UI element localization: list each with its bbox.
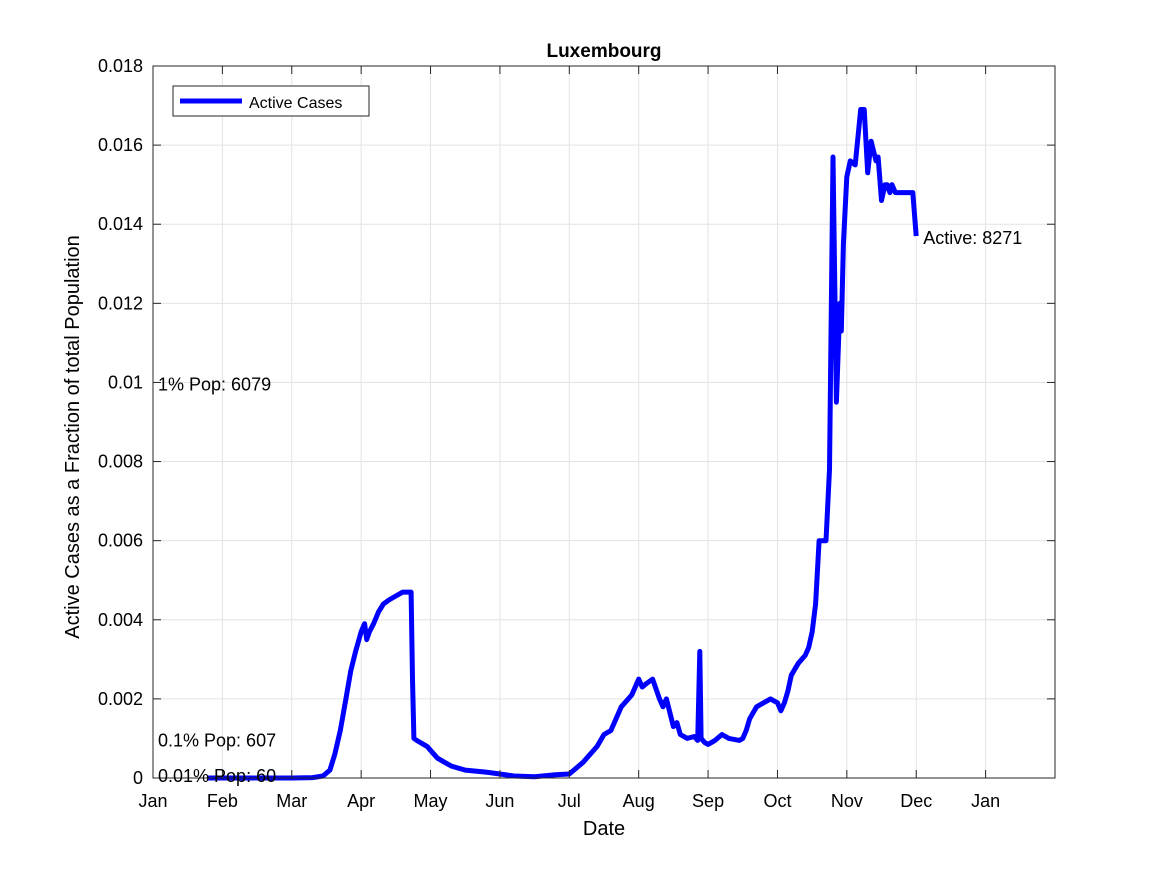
x-axis-label: Date [583,818,625,840]
x-tick-label: Dec [900,791,932,811]
y-tick-label: 0 [133,768,143,788]
x-tick-label: Jun [485,791,514,811]
x-tick-label: Jul [558,791,581,811]
legend-label: Active Cases [249,95,342,112]
chart-title: Luxembourg [546,41,661,62]
y-tick-label: 0.002 [98,689,143,709]
y-tick-label: 0.018 [98,56,143,76]
x-tick-label: Jan [971,791,1000,811]
y-tick-label: 0.014 [98,214,143,234]
x-tick-label: Apr [347,791,375,811]
x-tick-label: Jan [138,791,167,811]
x-tick-label: Oct [763,791,791,811]
annotation-active-count: Active: 8271 [923,228,1022,248]
y-axis-label: Active Cases as a Fraction of total Popu… [62,235,84,639]
y-tick-label: 0.006 [98,531,143,551]
x-tick-label: Nov [831,791,863,811]
y-tick-label: 0.012 [98,293,143,313]
annotation-population-threshold: 0.01% Pop: 60 [158,766,276,786]
legend: Active Cases [173,86,369,116]
y-tick-label: 0.01 [108,372,143,392]
axes-background [153,66,1055,778]
y-tick-label: 0.004 [98,610,143,630]
x-tick-label: May [414,791,448,811]
x-tick-label: Mar [276,791,307,811]
y-tick-label: 0.008 [98,452,143,472]
y-tick-label: 0.016 [98,135,143,155]
x-tick-label: Aug [623,791,655,811]
annotation-population-threshold: 0.1% Pop: 607 [158,730,276,750]
plot-area: Jan Feb Mar Apr May Jun Jul Aug Sep Oct Nov Dec Jan 0… [98,56,1055,811]
annotation-population-threshold: 1% Pop: 6079 [158,374,271,394]
x-tick-label: Sep [692,791,724,811]
x-tick-label: Feb [207,791,238,811]
